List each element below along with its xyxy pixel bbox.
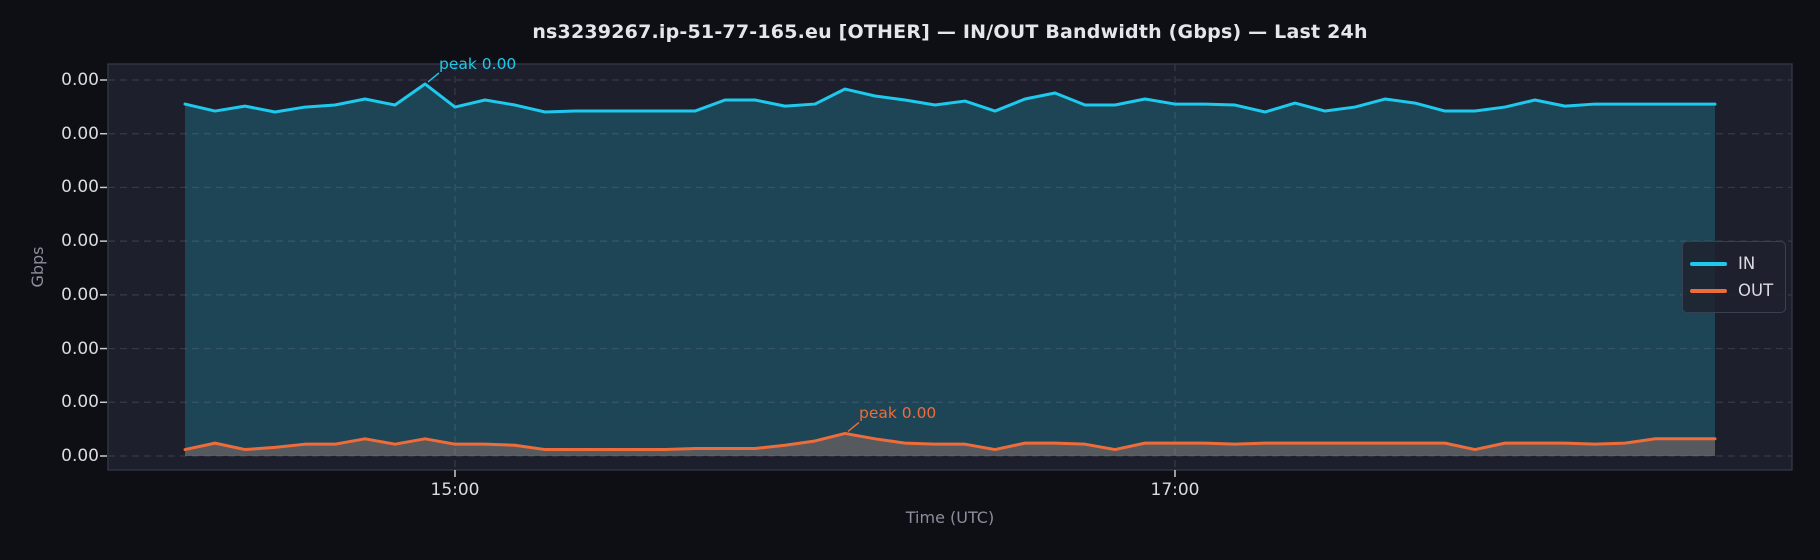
legend: IN OUT <box>1682 241 1786 313</box>
x-axis-label: Time (UTC) <box>905 508 995 527</box>
y-tick-label: 0.00 <box>61 123 99 144</box>
y-tick-label: 0.00 <box>61 284 99 305</box>
peak-annotation-in: peak 0.00 <box>439 55 517 73</box>
legend-label-out: OUT <box>1738 281 1774 300</box>
y-tick-label: 0.00 <box>61 338 99 359</box>
in-series-swatch <box>1690 261 1727 266</box>
y-tick-label: 0.00 <box>61 177 99 198</box>
legend-item-out: OUT <box>1690 277 1785 304</box>
y-tick-label: 0.00 <box>61 70 99 90</box>
y-tick-label: 0.00 <box>61 446 99 466</box>
chart-title: ns3239267.ip-51-77-165.eu [OTHER] — IN/O… <box>532 21 1368 43</box>
x-tick-label: 17:00 <box>1150 480 1200 500</box>
y-tick-label: 0.00 <box>61 392 99 413</box>
peak-annotation-out: peak 0.00 <box>859 404 937 422</box>
y-axis-label: Gbps <box>28 246 47 288</box>
out-series-swatch <box>1690 288 1727 293</box>
x-tick-label: 15:00 <box>430 480 480 500</box>
legend-item-in: IN <box>1690 250 1785 277</box>
y-tick-label: 0.00 <box>61 231 99 252</box>
legend-label-in: IN <box>1738 254 1756 273</box>
